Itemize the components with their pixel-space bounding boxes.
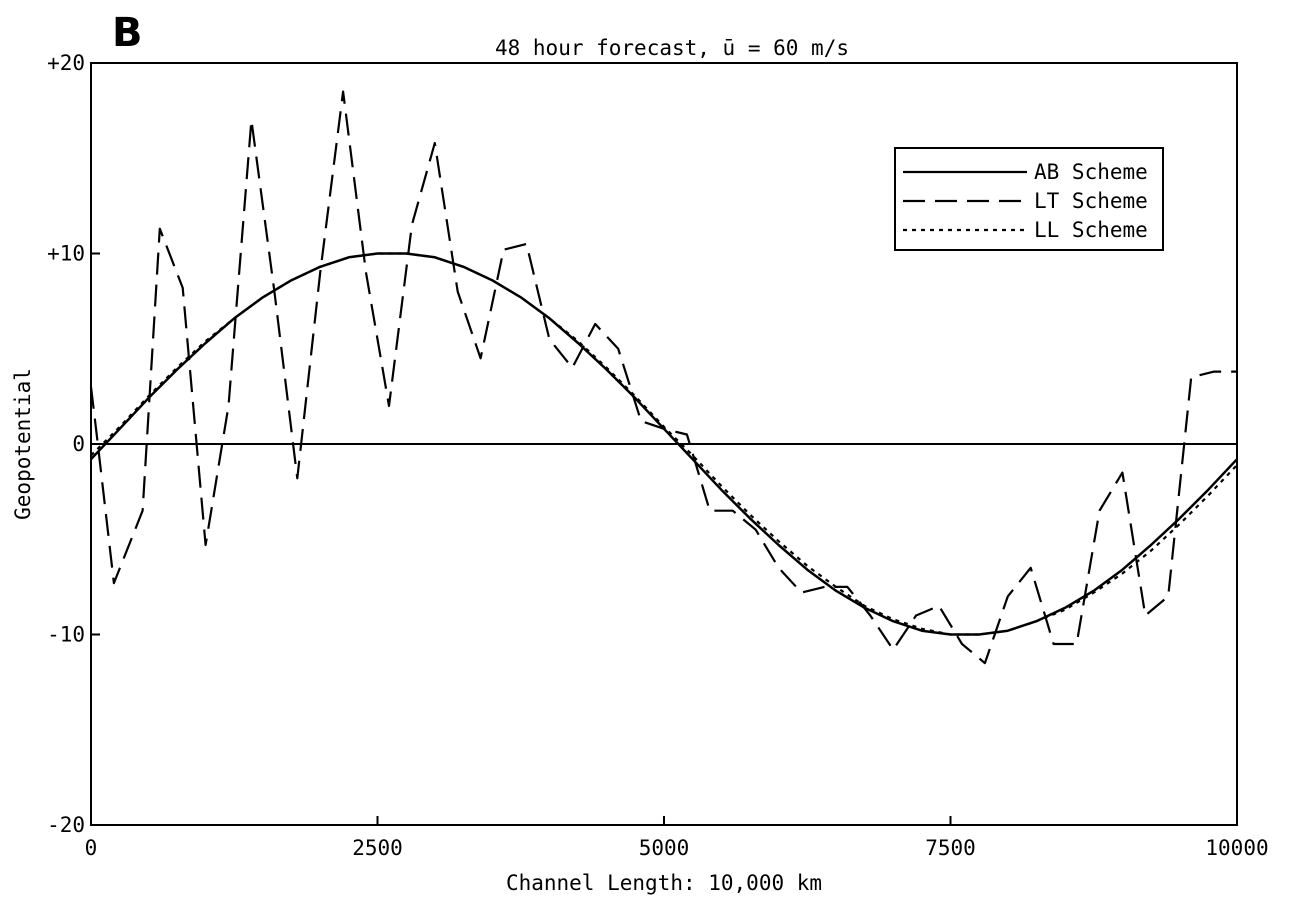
y-tick-label: -20	[47, 813, 85, 837]
series-line-ll-scheme	[90, 252, 1238, 636]
series-line-lt-scheme	[89, 90, 1237, 665]
panel-label: B	[112, 10, 143, 56]
y-tick-label: +10	[47, 242, 85, 266]
chart-title: 48 hour forecast, ū = 60 m/s	[495, 36, 849, 60]
legend-label: LL Scheme	[1034, 218, 1148, 242]
y-tick-label: 0	[72, 432, 85, 456]
x-tick-label: 10000	[1205, 836, 1268, 860]
x-tick-label: 2500	[352, 836, 403, 860]
x-axis-title: Channel Length: 10,000 km	[506, 871, 822, 895]
x-tick-label: 0	[85, 836, 98, 860]
x-tick-label: 5000	[639, 836, 690, 860]
legend-box	[894, 147, 1164, 251]
legend-label: AB Scheme	[1034, 160, 1148, 184]
x-tick-label: 7500	[925, 836, 976, 860]
y-tick-label: -10	[47, 623, 85, 647]
y-axis-title: Geopotential	[11, 368, 35, 520]
y-tick-label: +20	[47, 51, 85, 75]
legend-label: LT Scheme	[1034, 189, 1148, 213]
